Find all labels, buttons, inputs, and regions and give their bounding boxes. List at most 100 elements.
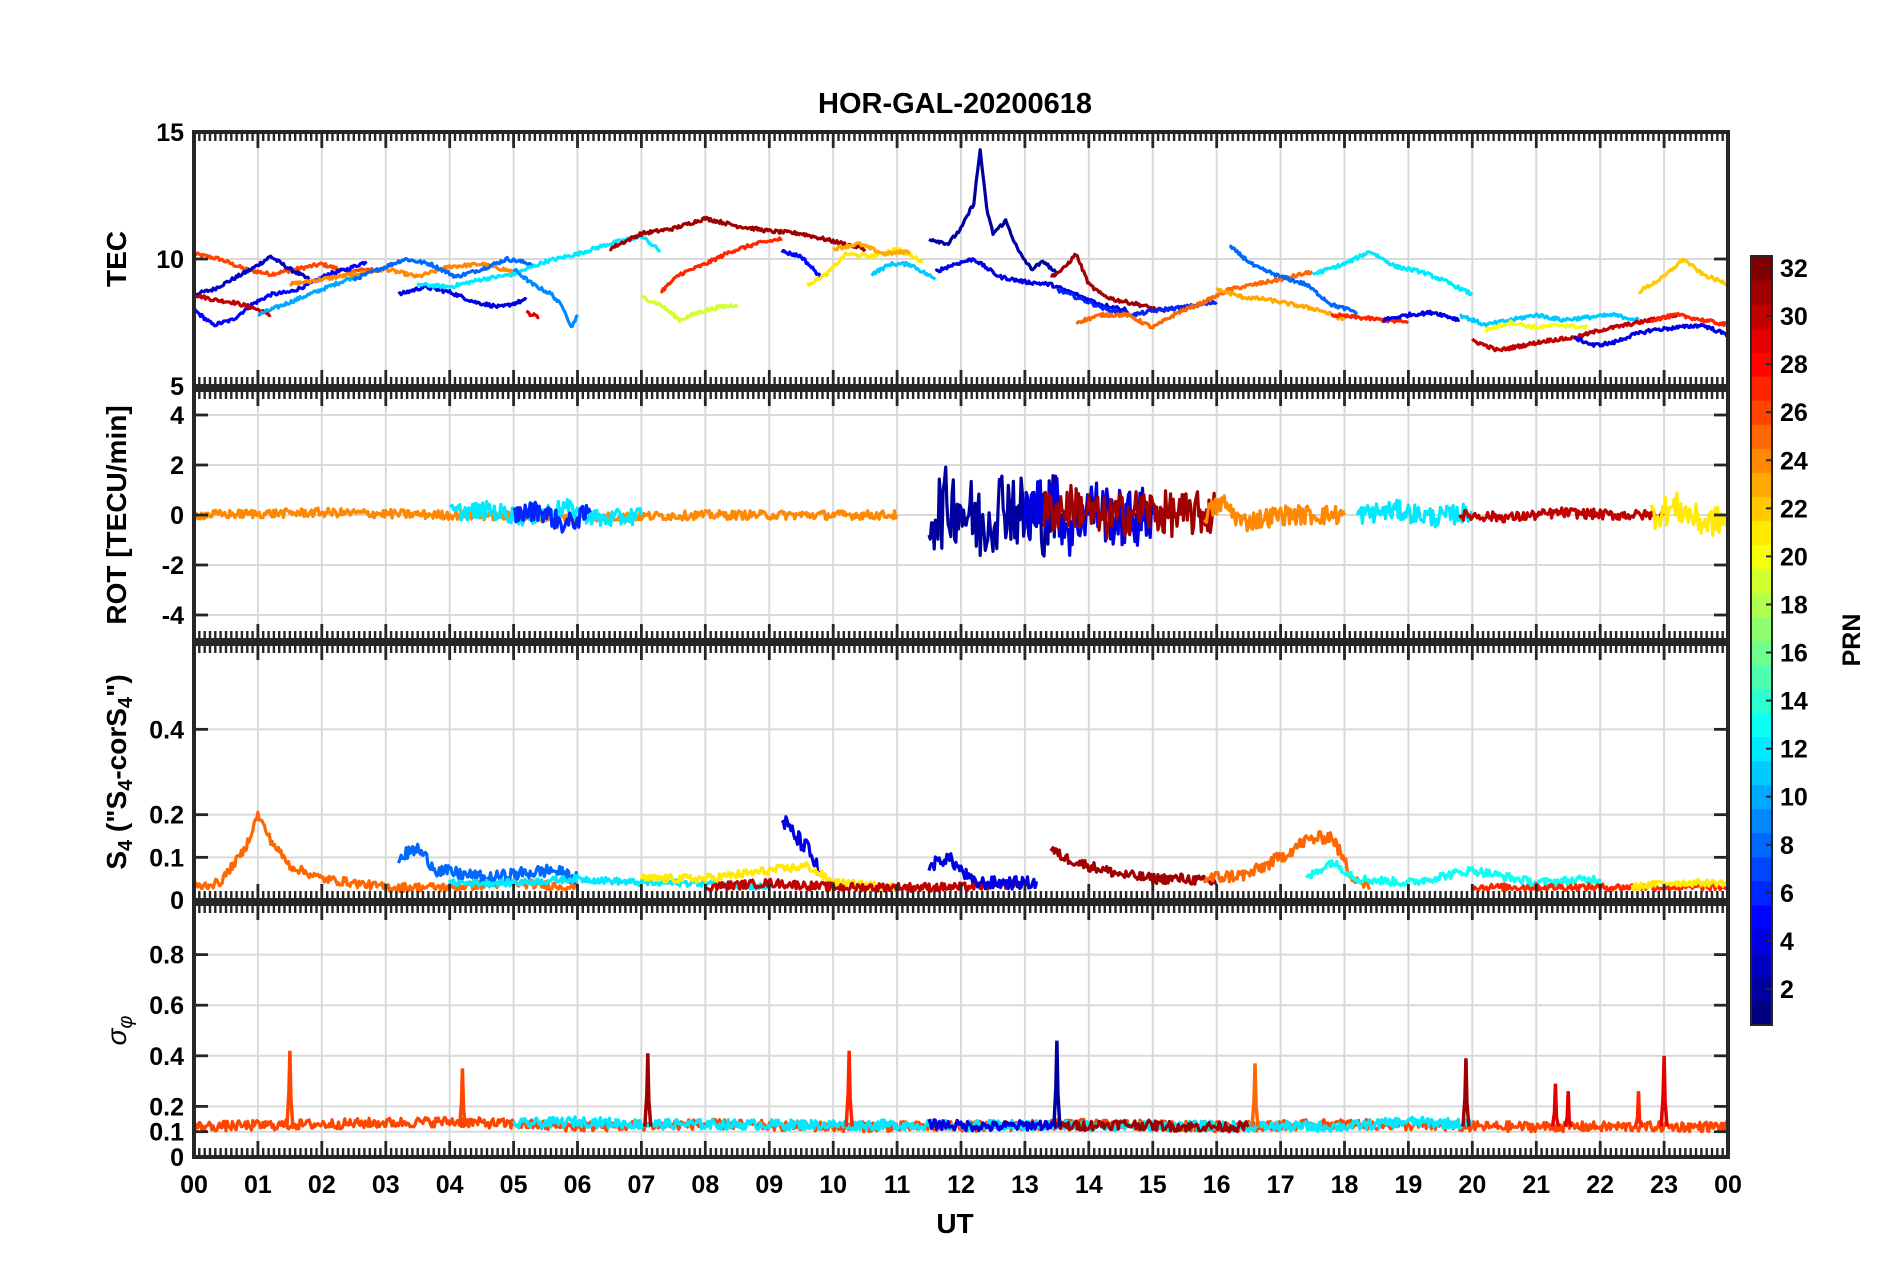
y-axis-label-subscript: 4 xyxy=(115,696,137,708)
series-line-prn-3 xyxy=(194,254,311,297)
colorbar-segment xyxy=(1751,928,1772,954)
series-line-prn-12 xyxy=(416,233,661,290)
colorbar-segment xyxy=(1751,880,1772,906)
y-tick-label: 0.2 xyxy=(149,802,184,830)
colorbar-segment xyxy=(1751,376,1772,401)
colorbar-tick-label: 6 xyxy=(1780,880,1794,908)
series-line-prn-10 xyxy=(257,273,362,317)
y-axis-label-rot: ROT [TECU/min] xyxy=(101,405,132,624)
y-tick-label: 0.2 xyxy=(149,1093,184,1121)
series-line-prn-11 xyxy=(1459,312,1640,328)
x-axis-label: UT xyxy=(936,1208,973,1239)
colorbar-segment xyxy=(1751,712,1772,738)
colorbar-segment xyxy=(1751,760,1772,786)
x-tick-label: 19 xyxy=(1395,1171,1423,1199)
colorbar-segment xyxy=(1751,688,1772,714)
series-line-prn-5 xyxy=(780,248,822,278)
x-tick-label: 06 xyxy=(564,1171,592,1199)
y-tick-label: 0 xyxy=(170,502,184,530)
x-tick-label: 03 xyxy=(372,1171,400,1199)
series-group xyxy=(194,1040,1728,1134)
series-line-prn-20 xyxy=(1483,319,1589,333)
y-tick-label: 0.6 xyxy=(149,992,184,1020)
y-tick-label: 2 xyxy=(170,452,184,480)
y-axis-label-tec: TEC xyxy=(101,231,132,287)
series-group xyxy=(194,810,1728,894)
spike-prn-26 xyxy=(457,1068,468,1127)
y-axis-label-part: -corS xyxy=(101,708,132,780)
series-line-prn-4 xyxy=(934,257,1129,313)
series-line-prn-31 xyxy=(1050,252,1167,314)
colorbar-tick-label: 2 xyxy=(1780,976,1794,1004)
colorbar-segment xyxy=(1751,640,1772,666)
x-major-ticks xyxy=(192,390,1730,640)
colorbar-tick-label: 16 xyxy=(1780,640,1808,668)
colorbar-segment xyxy=(1751,736,1772,762)
chart-title: HOR-GAL-20200618 xyxy=(818,88,1092,120)
colorbar-segment xyxy=(1751,304,1772,329)
colorbar-tick-label: 18 xyxy=(1780,591,1808,619)
series-line-prn-24 xyxy=(288,261,515,288)
colorbar-segment xyxy=(1751,544,1772,570)
x-tick-label: 00 xyxy=(1714,1171,1742,1199)
y-axis-label-sigma: σ xyxy=(101,1027,132,1045)
colorbar-segment xyxy=(1751,568,1772,594)
colorbar-segment xyxy=(1751,400,1772,425)
x-tick-label: 00 xyxy=(180,1171,208,1199)
colorbar-segment xyxy=(1751,856,1772,882)
colorbar-tick-label: 24 xyxy=(1780,447,1808,475)
series-line-prn-27 xyxy=(1649,311,1728,327)
y-axis-label-part: S xyxy=(101,851,132,870)
series-line-prn-9 xyxy=(512,268,579,329)
y-axis-label-subscript: 4 xyxy=(115,779,137,791)
series-line-prn-26 xyxy=(194,1115,1728,1134)
x-tick-label: 01 xyxy=(244,1171,272,1199)
spike-prn-27 xyxy=(1633,1091,1644,1128)
y-tick-label: 0.1 xyxy=(149,1119,184,1147)
x-tick-label: 20 xyxy=(1458,1171,1486,1199)
spike-prn-29 xyxy=(1563,1091,1573,1128)
colorbar-segment xyxy=(1751,520,1772,545)
spike-prn-2 xyxy=(1052,1040,1062,1127)
x-tick-label: 10 xyxy=(819,1171,847,1199)
x-tick-label: 18 xyxy=(1331,1171,1359,1199)
y-axis-label-sigma_phi: σφ xyxy=(101,1016,137,1046)
spike-prn-31 xyxy=(1461,1058,1471,1127)
y-axis-label-subscript: 4 xyxy=(115,839,137,851)
series-line-prn-27 xyxy=(659,236,783,294)
colorbar-segment xyxy=(1751,808,1772,834)
x-major-ticks xyxy=(192,132,1730,386)
colorbar-tick-label: 32 xyxy=(1780,255,1808,283)
colorbar-segment xyxy=(1751,496,1772,521)
series-group xyxy=(194,148,1728,353)
series-line-prn-24 xyxy=(194,506,899,524)
spike-prn-29 xyxy=(1659,1055,1669,1127)
y-tick-label: 0 xyxy=(170,887,184,915)
series-line-prn-11 xyxy=(870,260,937,281)
x-tick-label: 11 xyxy=(884,1171,911,1199)
series-line-prn-8 xyxy=(352,255,534,282)
series-line-prn-31 xyxy=(1042,483,1218,541)
series-line-prn-29 xyxy=(525,309,540,320)
y-axis-label-part: ") xyxy=(101,674,132,697)
x-major-ticks xyxy=(192,904,1730,1157)
colorbar-tick-label: 28 xyxy=(1780,351,1808,379)
x-tick-label: 21 xyxy=(1522,1171,1550,1199)
colorbar-segment xyxy=(1751,832,1772,858)
series-line-prn-8 xyxy=(1229,244,1359,315)
series-line-prn-31 xyxy=(1049,846,1218,886)
panel-sigma_phi: 00.10.2 0.4 0.6 0.8 σφ 00 01 02 03 04 05 06 07 08 09 10… xyxy=(101,902,1742,1199)
series-line-prn-25 xyxy=(1202,830,1372,890)
spike-prn-27 xyxy=(844,1050,854,1127)
colorbar-segment xyxy=(1751,592,1772,618)
series-line-prn-4 xyxy=(1573,322,1728,348)
x-tick-label: 13 xyxy=(1011,1171,1039,1199)
y-tick-label: 0 xyxy=(170,1144,184,1172)
panel-rot: -4 -2 0 2 4 ROT [TECU/min] xyxy=(101,388,1730,642)
series-line-prn-8 xyxy=(397,842,580,886)
colorbar-segment xyxy=(1751,352,1772,377)
colorbar-tick-label: 22 xyxy=(1780,495,1808,523)
colorbar-segment xyxy=(1751,976,1772,1002)
